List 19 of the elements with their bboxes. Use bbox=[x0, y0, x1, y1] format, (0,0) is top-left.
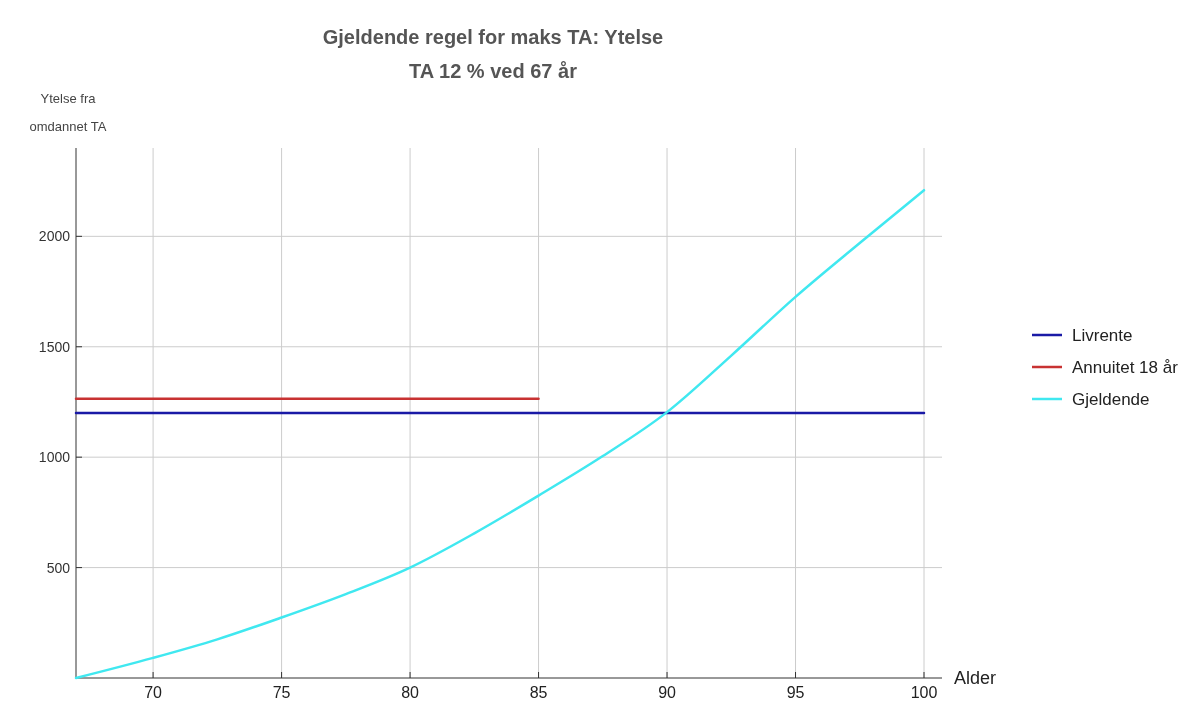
y-tick-label: 2000 bbox=[38, 228, 71, 245]
legend-label: Gjeldende bbox=[1072, 390, 1150, 409]
x-tick-label: 100 bbox=[910, 684, 938, 701]
x-tick-label: 85 bbox=[529, 684, 548, 701]
x-tick-label: 75 bbox=[272, 684, 291, 701]
chart-subtitle: TA 12 % ved 67 år bbox=[409, 60, 578, 82]
x-tick-label: 90 bbox=[658, 684, 677, 701]
y-tick-label: 500 bbox=[46, 559, 71, 576]
legend-label: Annuitet 18 år bbox=[1072, 358, 1179, 377]
legend-label: Livrente bbox=[1072, 326, 1133, 345]
chart-title: Gjeldende regel for maks TA: Ytelse bbox=[322, 26, 664, 48]
y-tick-label: 1000 bbox=[38, 449, 71, 466]
x-tick-label: 70 bbox=[144, 684, 163, 701]
line-series bbox=[74, 188, 926, 680]
x-tick-label: 80 bbox=[401, 684, 420, 701]
y-tick-label: 1500 bbox=[38, 338, 71, 355]
x-tick-label: 95 bbox=[786, 684, 805, 701]
y-axis-title: Ytelse fra omdannet TA bbox=[29, 91, 107, 134]
x-axis-title: Alder bbox=[954, 668, 997, 688]
